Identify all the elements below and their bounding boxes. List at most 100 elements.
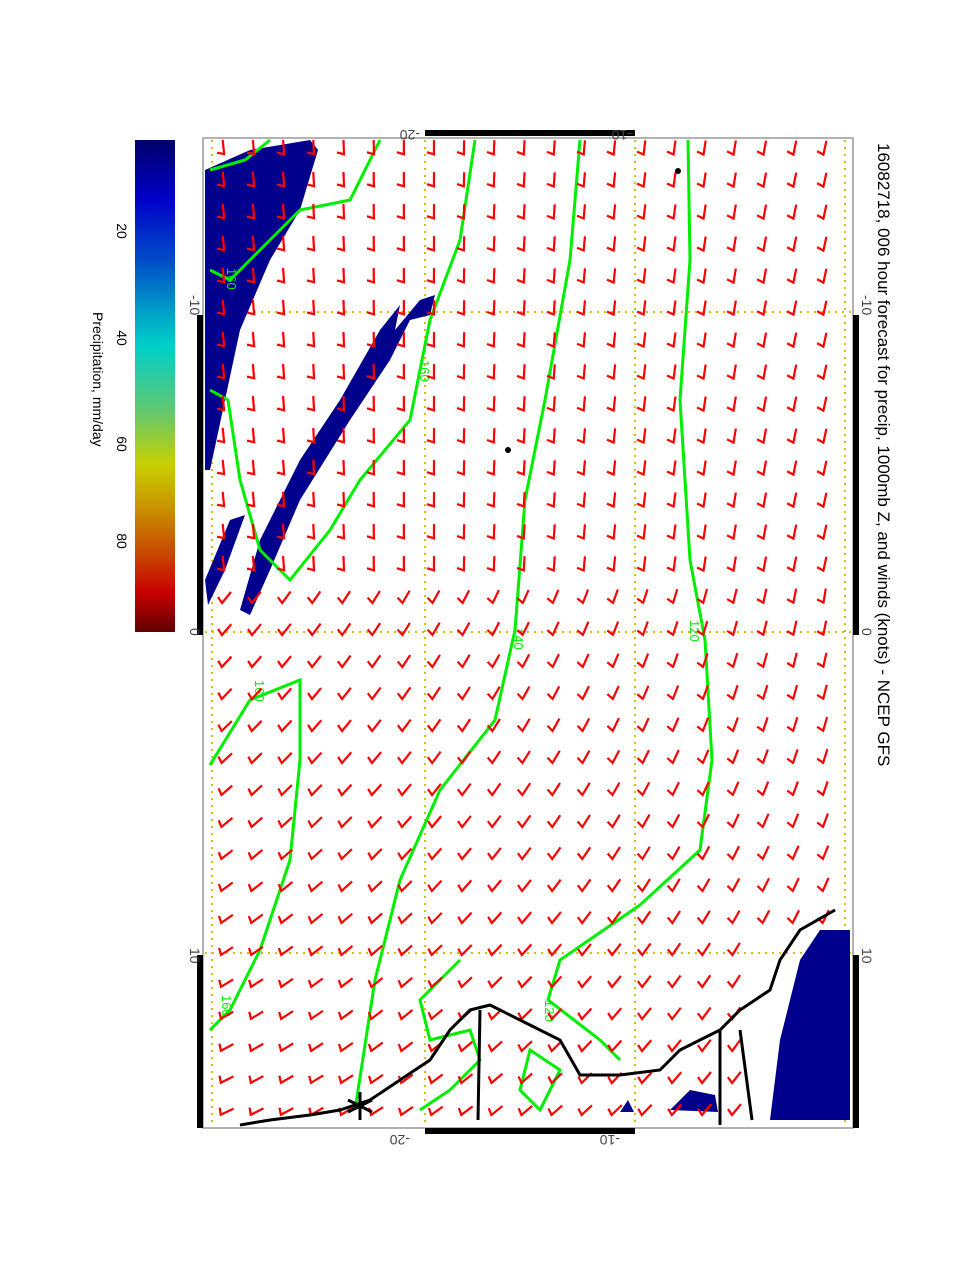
wind-barb <box>246 235 256 252</box>
wind-barb <box>696 620 709 637</box>
wind-barb <box>277 913 294 925</box>
wind-barb <box>636 524 647 541</box>
wind-barb <box>727 1071 742 1085</box>
wind-barb <box>816 300 828 317</box>
wind-barb <box>246 299 256 316</box>
wind-barb <box>546 236 556 253</box>
wind-barb <box>576 846 592 861</box>
wind-barb <box>486 589 500 605</box>
wind-barb <box>696 396 707 413</box>
wind-barb <box>277 752 293 765</box>
wind-barb <box>337 719 352 733</box>
wind-barb <box>636 846 651 861</box>
wind-barb <box>756 172 768 189</box>
wind-barb <box>576 524 587 541</box>
wind-barb <box>726 1038 742 1053</box>
wind-barb <box>547 943 562 957</box>
wind-barb <box>367 783 383 797</box>
wind-barb <box>276 267 286 284</box>
wind-barb <box>786 428 798 445</box>
wind-barb <box>367 880 383 893</box>
wind-barb <box>218 1043 234 1053</box>
wind-barb <box>696 428 707 445</box>
wind-barb <box>366 268 376 284</box>
wind-barb <box>546 396 556 413</box>
wind-barb <box>636 428 647 445</box>
wind-barb <box>277 945 294 957</box>
wind-barb <box>336 236 346 252</box>
wind-barb <box>786 204 798 221</box>
wind-barb <box>576 332 587 349</box>
wind-barb <box>276 203 286 220</box>
wind-barb <box>667 1039 682 1053</box>
wind-barb <box>696 556 707 573</box>
wind-barb <box>816 748 829 765</box>
wind-barb <box>487 1040 503 1053</box>
wind-barb <box>606 782 621 797</box>
wind-barb <box>336 300 346 316</box>
wind-barb <box>546 685 561 701</box>
wind-barb <box>576 140 587 157</box>
wind-barb <box>336 654 352 669</box>
wind-barb <box>786 813 800 829</box>
wind-barb <box>426 428 436 444</box>
wind-barb <box>457 976 473 989</box>
wind-barb <box>366 300 376 316</box>
wind-barb <box>577 943 592 957</box>
axis-bar-left-lower <box>197 955 203 1128</box>
wind-barb <box>816 268 828 285</box>
wind-barb <box>457 1040 474 1053</box>
wind-barb <box>786 652 798 669</box>
wind-barb <box>246 139 256 156</box>
wind-barb <box>306 363 316 380</box>
wind-barb <box>577 1007 593 1021</box>
wind-barb <box>396 332 406 348</box>
wind-barb <box>726 877 741 893</box>
wind-barb <box>306 235 316 252</box>
wind-barb <box>637 1039 653 1053</box>
wind-barb <box>606 749 621 765</box>
wind-barb <box>606 332 617 349</box>
wind-barb <box>397 847 413 861</box>
bottom-tick: -10 <box>600 1132 620 1148</box>
wind-barb <box>307 751 323 765</box>
wind-barb <box>246 459 256 476</box>
wind-barb <box>576 589 590 605</box>
wind-barb <box>786 524 798 541</box>
wind-barb <box>246 363 256 380</box>
wind-barb <box>756 556 768 573</box>
wind-barb <box>367 1073 384 1085</box>
wind-barb <box>636 781 651 797</box>
wind-barb <box>307 880 323 893</box>
wind-barb <box>396 718 412 733</box>
wind-barb <box>726 652 739 669</box>
wind-barb <box>696 845 711 861</box>
wind-barb <box>366 140 376 156</box>
wind-barb <box>278 1042 294 1053</box>
wind-barb <box>606 428 617 445</box>
wind-barb <box>637 1103 653 1117</box>
wind-barb <box>277 881 294 893</box>
wind-barb <box>606 814 621 829</box>
wind-barb <box>396 172 406 188</box>
wind-barb <box>276 299 286 316</box>
wind-barb <box>756 204 768 221</box>
wind-barb <box>426 654 441 669</box>
wind-barb <box>396 654 412 669</box>
wind-barb <box>216 555 226 572</box>
wind-barb <box>486 332 496 348</box>
wind-barb <box>666 236 677 253</box>
wind-barb <box>217 881 234 893</box>
wind-barb <box>456 492 466 508</box>
wind-barb <box>576 172 587 189</box>
wind-barb <box>636 814 651 829</box>
left-tick: 0 <box>187 628 203 636</box>
wind-barb <box>546 524 556 541</box>
wind-barb <box>576 492 587 509</box>
wind-barb <box>517 911 532 925</box>
wind-barb <box>486 300 496 316</box>
wind-barb <box>426 268 436 284</box>
wind-barb <box>816 396 828 413</box>
wind-barb <box>306 590 322 605</box>
wind-barb <box>246 331 256 348</box>
